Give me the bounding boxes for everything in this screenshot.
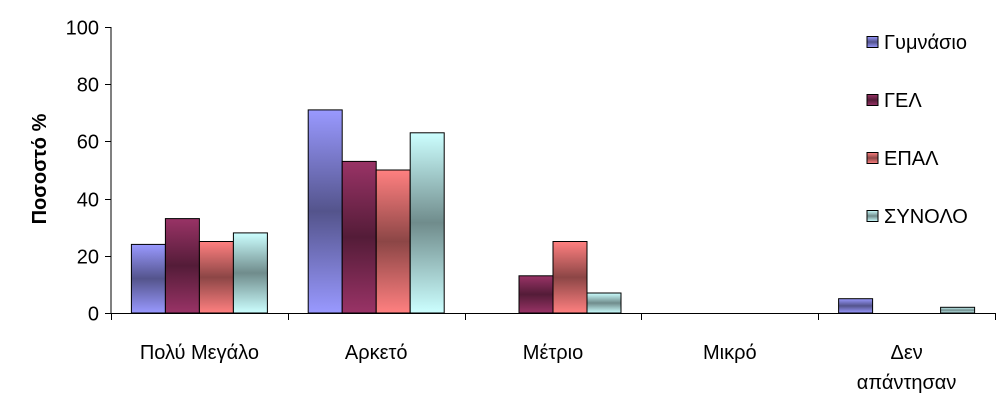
y-tick-label: 60	[77, 132, 99, 154]
bar-γελ-αρκετό	[341, 160, 377, 314]
legend-label-γυμνάσιο: Γυμνάσιο	[884, 32, 967, 54]
bar-επαλ-αρκετό	[375, 169, 411, 314]
y-tick-label: 80	[77, 75, 99, 97]
x-tick-label: Μικρό	[703, 342, 757, 364]
bar-συνολο-αρκετό	[409, 132, 445, 314]
bar-γυμνάσιο-πολύ-μεγάλο	[130, 243, 166, 314]
y-ticks-group: 0 20 40 60 80 100	[66, 18, 111, 326]
bar-επαλ-πολύ-μεγάλο	[198, 241, 234, 314]
y-axis-title: Ποσοστό %	[29, 113, 51, 224]
x-labels-group: Πολύ Μεγάλο Αρκετό Μέτριο Μικρό Δεν απάντησαν	[140, 342, 957, 394]
legend-swatch-γυμνάσιο	[866, 36, 879, 48]
bar-συνολο-πολύ-μεγάλο	[232, 232, 268, 314]
legend-label-συνολο: ΣΥΝΟΛΟ	[884, 206, 968, 228]
y-axis-title-group: Ποσοστό %	[29, 113, 51, 224]
legend-label-γελ: ΓΕΛ	[884, 90, 922, 112]
y-tick-label: 100	[66, 18, 99, 40]
legend-swatch-επαλ	[866, 152, 879, 164]
y-tick-label: 20	[77, 247, 99, 269]
bar-συνολο-δεν-απάντησαν	[940, 306, 976, 314]
bars-group	[130, 109, 976, 314]
legend: Γυμνάσιο ΓΕΛ ΕΠΑΛ ΣΥΝΟΛΟ	[866, 32, 968, 228]
y-tick-label: 40	[77, 190, 99, 212]
bar-γελ-μέτριο	[518, 275, 554, 314]
legend-swatch-συνολο	[866, 210, 879, 222]
x-tick-label: Πολύ Μεγάλο	[140, 342, 259, 364]
legend-label-επαλ: ΕΠΑΛ	[884, 148, 939, 170]
bar-γελ-πολύ-μεγάλο	[164, 218, 200, 314]
y-tick-label: 0	[88, 304, 99, 326]
x-tick-label: Μέτριο	[523, 342, 583, 364]
axes-group	[110, 27, 996, 320]
bar-επαλ-μέτριο	[552, 241, 588, 314]
x-tick-label: Αρκετό	[345, 342, 408, 364]
bar-γυμνάσιο-αρκετό	[307, 109, 343, 314]
x-tick-label: Δεν απάντησαν	[857, 342, 957, 394]
bar-γυμνάσιο-δεν-απάντησαν	[838, 298, 874, 314]
bar-συνολο-μέτριο	[586, 292, 622, 314]
legend-swatch-γελ	[866, 94, 879, 106]
